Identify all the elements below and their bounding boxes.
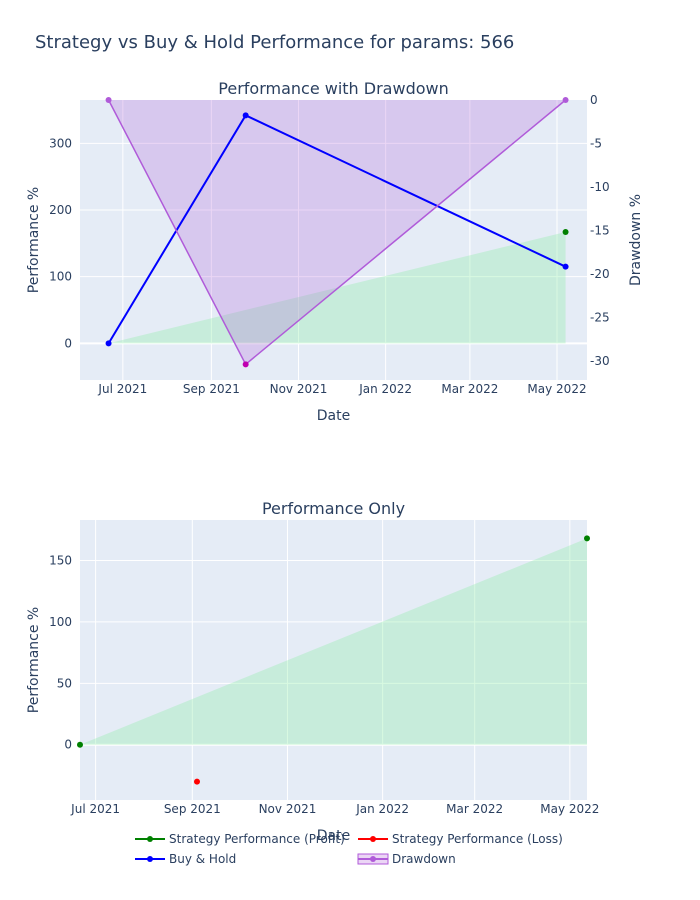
- legend-label-drawdown: Drawdown: [392, 852, 456, 866]
- legend-marker-strategy-performance-loss: [370, 836, 376, 842]
- chart2-y-tick-label: 0: [64, 738, 72, 752]
- legend-label-strategy-performance-loss: Strategy Performance (Loss): [392, 832, 563, 846]
- legend-label-strategy-performance-profit: Strategy Performance (Profit): [169, 832, 345, 846]
- chart2-x-tick-label: May 2022: [540, 802, 599, 816]
- chart1-strategy-performance-profit-point: [562, 229, 569, 235]
- chart2-x-axis-label: Date: [317, 828, 350, 844]
- chart1-y-tick-label: 300: [49, 136, 72, 150]
- chart1-y2-tick-label: -15: [590, 223, 610, 237]
- chart1-title: Performance with Drawdown: [218, 79, 448, 98]
- legend-label-buy-hold: Buy & Hold: [169, 852, 236, 866]
- chart1-y2-tick-label: 0: [590, 93, 598, 107]
- chart1-buy-hold-point: [105, 340, 112, 347]
- chart2-profit-area: [80, 538, 587, 745]
- chart2-strategy-performance-loss-point: [194, 778, 200, 785]
- chart2-y-tick-label: 100: [49, 615, 72, 629]
- chart2-x-tick-label: Nov 2021: [259, 802, 317, 816]
- chart2-strategy-performance-profit-point: [77, 741, 83, 748]
- main-title: Strategy vs Buy & Hold Performance for p…: [35, 32, 515, 53]
- chart1-y2-tick-label: -30: [590, 354, 610, 368]
- chart2-y-axis-label: Performance %: [26, 607, 42, 713]
- chart1-y2-axis-label: Drawdown %: [628, 194, 644, 286]
- chart2-x-tick-label: Jan 2022: [355, 802, 409, 816]
- chart2-strategy-performance-profit-point: [584, 535, 590, 542]
- chart1-y-tick-label: 0: [64, 336, 72, 350]
- chart1-x-tick-label: Jan 2022: [358, 382, 412, 396]
- chart1-y2-tick-label: -25: [590, 310, 610, 324]
- chart2-y-tick-label: 150: [49, 554, 72, 568]
- chart1-plot-area: [80, 100, 587, 380]
- chart1-x-tick-label: Jul 2021: [97, 382, 147, 396]
- chart1-y-axis-label: Performance %: [26, 187, 42, 293]
- chart1-y-tick-label: 200: [49, 203, 72, 217]
- legend-marker-strategy-performance-profit: [147, 836, 153, 842]
- chart2-y-tick-label: 50: [57, 676, 72, 690]
- chart1-x-tick-label: Mar 2022: [441, 382, 498, 396]
- chart1-profit-area: [108, 232, 566, 344]
- chart1-buy-hold-point: [242, 112, 249, 119]
- chart1-drawdown-point: [105, 97, 112, 103]
- chart1-drawdown-point: [562, 97, 569, 103]
- chart1-drawdown-area: [108, 100, 566, 365]
- legend-marker-buy-hold: [147, 856, 153, 862]
- chart1-x-axis-label: Date: [317, 408, 350, 424]
- legend-marker-drawdown: [370, 856, 376, 862]
- chart1-y2-tick-label: -10: [590, 180, 610, 194]
- chart2-x-tick-label: Sep 2021: [164, 802, 221, 816]
- chart2-x-tick-label: Jul 2021: [70, 802, 120, 816]
- chart2-x-tick-label: Mar 2022: [446, 802, 503, 816]
- chart1-y-tick-label: 100: [49, 270, 72, 284]
- chart2-plot-area: [80, 520, 587, 800]
- chart1-y2-tick-label: -5: [590, 136, 602, 150]
- chart1-y2-tick-label: -20: [590, 267, 610, 281]
- chart1-x-tick-label: May 2022: [527, 382, 586, 396]
- chart1-x-tick-label: Sep 2021: [183, 382, 240, 396]
- chart1-buy-hold-point: [562, 263, 569, 270]
- chart1-x-tick-label: Nov 2021: [270, 382, 328, 396]
- chart1-drawdown-point: [242, 361, 249, 368]
- chart2-title: Performance Only: [262, 499, 405, 518]
